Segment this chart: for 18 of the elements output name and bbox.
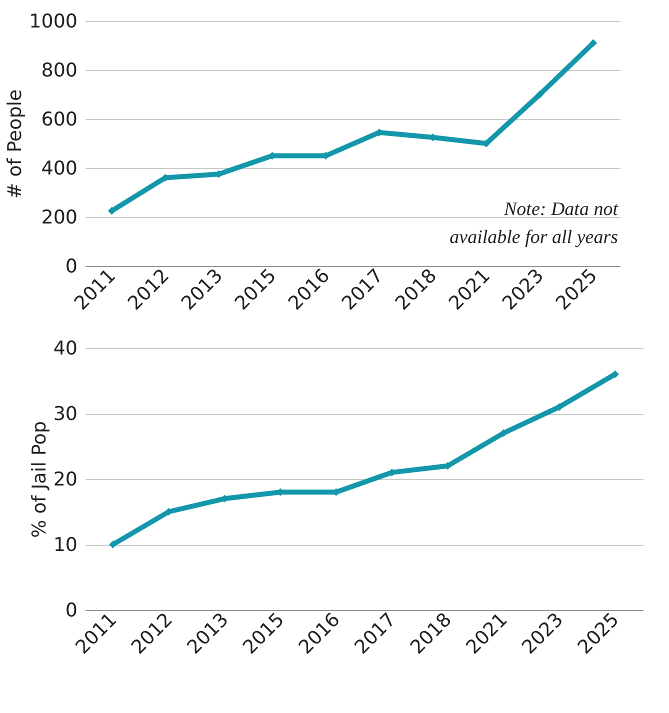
annotation: Note: Data not available for all years xyxy=(450,199,619,248)
y-tick-label: 600 xyxy=(41,108,78,130)
y-tick-label: 800 xyxy=(41,60,78,82)
y-tick-label: 400 xyxy=(41,158,78,180)
point xyxy=(109,540,117,548)
point xyxy=(536,90,544,98)
y-axis-title: % of Jail Pop xyxy=(28,421,50,538)
y-tick-label: 40 xyxy=(53,338,78,360)
y-tick-label: 1000 xyxy=(29,10,78,32)
y-tick-label: 0 xyxy=(65,600,78,622)
y-tick-label: 10 xyxy=(53,534,78,556)
y-tick-label: 200 xyxy=(41,206,78,228)
y-tick-label: 20 xyxy=(53,468,78,490)
y-axis-title: # of People xyxy=(4,89,26,199)
y-tick-label: 30 xyxy=(53,403,78,425)
y-tick-label: 0 xyxy=(65,256,78,278)
point xyxy=(589,39,598,47)
point xyxy=(108,207,116,215)
